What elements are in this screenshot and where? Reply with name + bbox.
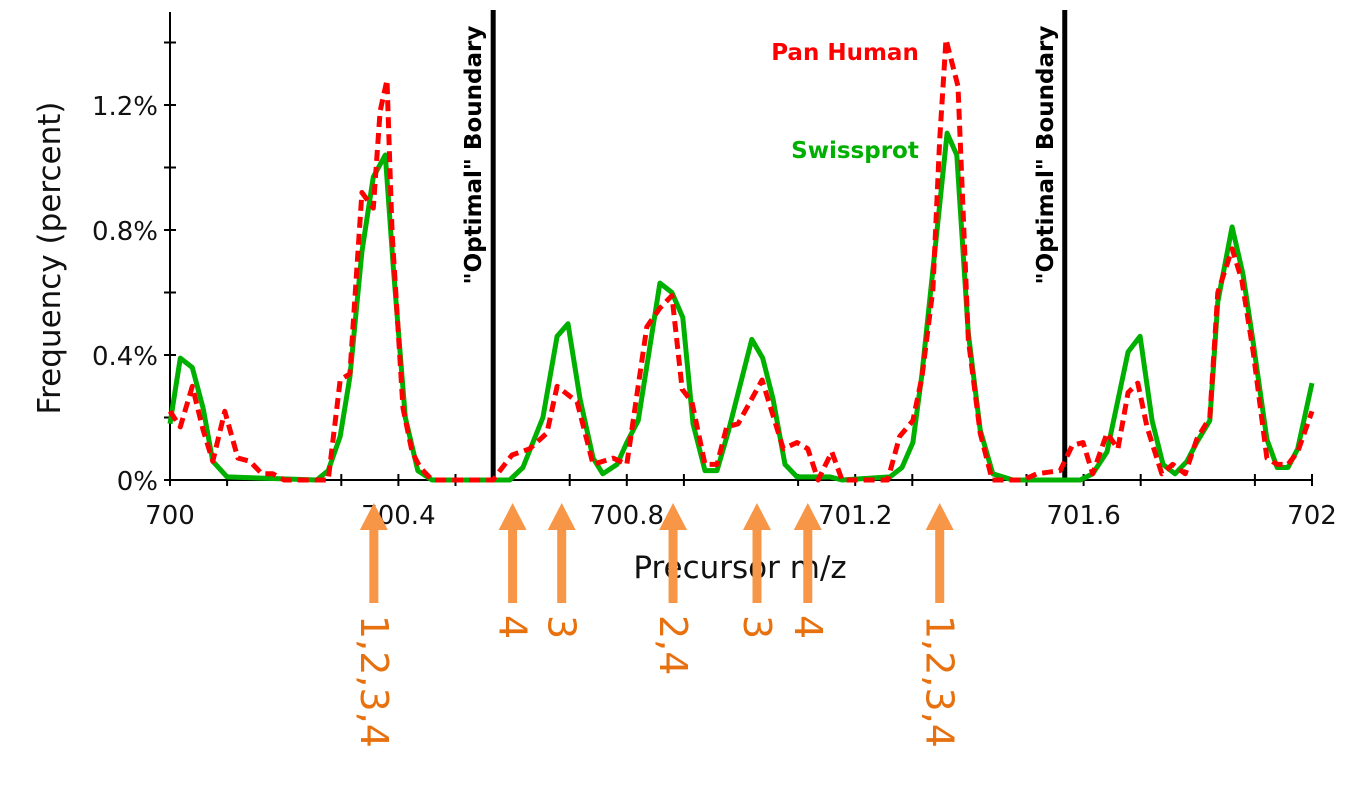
x-axis-title: Precursor m/z [633,550,846,586]
annotation-label: 4 [786,615,830,639]
arrow-up-icon [498,503,527,530]
legend-swissprot: Swissprot [791,138,919,164]
boundaries: "Optimal" Boundary "Optimal" Boundary [461,10,1068,480]
series-line-pan-human [167,36,1315,483]
series-lines [167,36,1315,483]
annotation-label: 3 [540,615,584,639]
arrow-shaft [668,530,678,603]
x-tick-label: 701.2 [818,501,892,531]
arrow-up-icon [742,503,771,530]
arrow-up-icon [659,503,688,530]
x-tick-label: 701.6 [1046,501,1120,531]
arrow-shaft [752,530,762,603]
y-tick-label: 0% [117,467,158,497]
x-tick-label: 700 [145,501,195,531]
arrow-shaft [557,530,567,603]
annotation-arrow: 3 [540,503,584,639]
y-tick-label: 0.4% [92,342,158,372]
y-tick-label: 1.2% [92,92,158,122]
annotation-arrow: 2,4 [651,503,695,675]
annotation-arrow: 4 [786,503,830,639]
annotation-label: 4 [491,615,535,639]
annotation-arrow: 1,2,3,4 [918,503,962,748]
x-tick-label: 700.8 [590,501,664,531]
annotation-label: 1,2,3,4 [352,615,396,748]
arrow-shaft [508,530,518,603]
arrow-shaft [369,530,379,603]
annotation-arrows: 1,2,3,4 4 3 2,4 3 4 1,2,3,4 [352,503,962,748]
x-tick-label: 702 [1287,501,1337,531]
optimal-boundary-label: "Optimal" Boundary [1033,26,1059,285]
arrow-shaft [803,530,813,603]
arrow-shaft [935,530,945,603]
arrow-up-icon [793,503,822,530]
annotation-arrow: 4 [491,503,535,639]
annotation-label: 3 [735,615,779,639]
optimal-boundary-label: "Optimal" Boundary [461,26,487,285]
legend-pan-human: Pan Human [771,40,919,66]
y-axis-title: Frequency (percent) [32,102,68,415]
annotation-label: 1,2,3,4 [918,615,962,748]
axes: 0%0.4%0.8%1.2%700 700.4 700.8 701.2 701.6 702 [92,12,1337,531]
arrow-up-icon [359,503,388,530]
arrow-up-icon [547,503,576,530]
series-line-swissprot [167,130,1315,483]
annotation-arrow: 3 [735,503,779,639]
annotation-arrow: 1,2,3,4 [352,503,396,748]
y-tick-label: 0.8% [92,217,158,247]
annotation-label: 2,4 [651,615,695,675]
arrow-up-icon [925,503,954,530]
